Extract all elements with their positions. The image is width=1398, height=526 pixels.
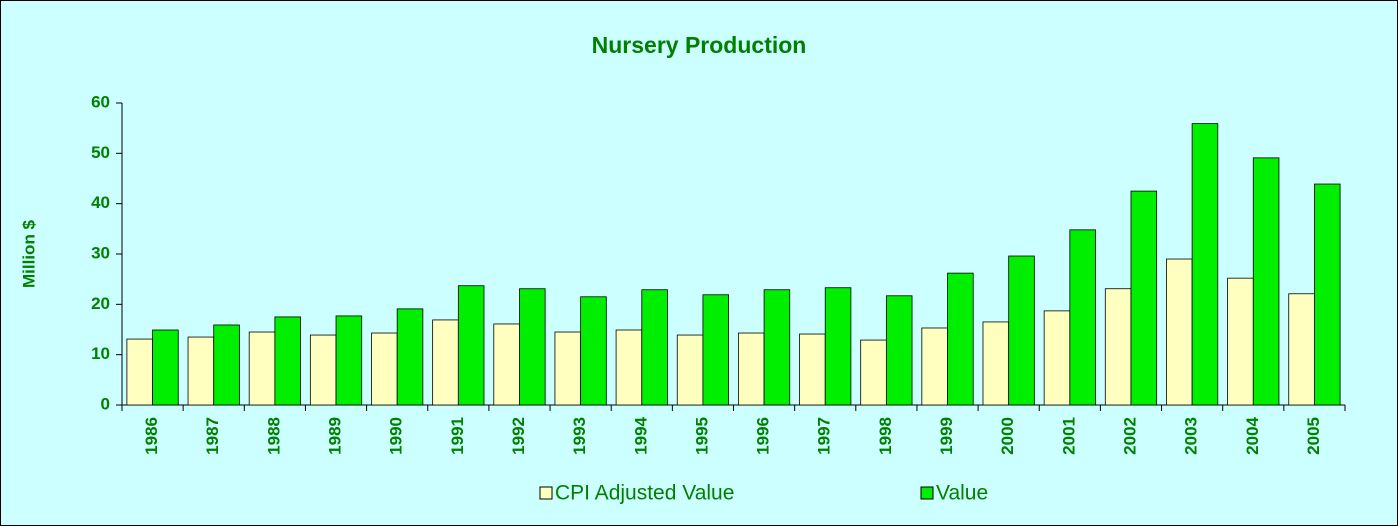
bar: [799, 333, 826, 406]
x-tick-label: 1996: [754, 417, 773, 455]
x-tick-label: 1997: [815, 417, 834, 455]
bar: [248, 331, 276, 406]
bar: [432, 319, 459, 406]
x-tick-label: 1994: [631, 416, 650, 454]
y-tick-label: 40: [91, 193, 110, 212]
bar: [152, 329, 179, 406]
bar: [1227, 277, 1254, 406]
y-tick-label: 30: [91, 243, 110, 262]
x-tick-label: 2001: [1059, 417, 1078, 455]
bar: [126, 338, 153, 406]
bar: [824, 287, 852, 406]
legend-swatch: [539, 486, 553, 500]
y-tick-label: 0: [101, 394, 110, 413]
x-tick-label: 1990: [387, 417, 406, 455]
legend-label: CPI Adjusted Value: [555, 482, 734, 505]
x-tick-label: 1991: [448, 417, 467, 455]
bar: [860, 339, 887, 406]
bar: [371, 332, 398, 406]
x-tick-label: 1992: [509, 417, 528, 455]
bar: [309, 334, 337, 406]
bar: [580, 296, 607, 406]
bar: [1008, 255, 1035, 406]
x-tick-label: 2003: [1182, 417, 1201, 455]
bar: [1043, 310, 1071, 406]
x-tick-label: 1988: [264, 417, 283, 455]
bar: [641, 289, 668, 406]
bar: [702, 294, 730, 406]
bar: [885, 295, 913, 406]
bar: [615, 329, 643, 406]
x-tick-label: 2004: [1243, 416, 1262, 454]
x-tick-label: 2000: [998, 417, 1017, 455]
bar: [1288, 293, 1315, 406]
y-axis-label: Million $: [19, 219, 38, 288]
y-tick-label: 50: [91, 143, 110, 162]
y-tick-label: 20: [91, 294, 110, 313]
legend-swatch: [920, 486, 934, 500]
legend-label: Value: [936, 482, 988, 505]
bar: [1104, 288, 1132, 406]
x-tick-label: 1987: [203, 417, 222, 455]
bar: [921, 327, 948, 406]
bar: [1191, 123, 1219, 406]
bar: [274, 316, 301, 406]
bar: [737, 332, 765, 406]
bar: [493, 323, 520, 406]
bar: [519, 288, 546, 406]
x-tick-label: 2005: [1304, 417, 1323, 455]
bar: [676, 334, 704, 406]
x-tick-label: 1998: [876, 417, 895, 455]
bar: [763, 289, 791, 406]
x-tick-label: 2002: [1120, 417, 1139, 455]
bar: [1314, 183, 1341, 406]
bar: [947, 272, 974, 406]
bar: [187, 336, 215, 406]
x-tick-label: 1989: [326, 417, 345, 455]
bar: [554, 331, 582, 406]
bar: [1166, 258, 1193, 406]
x-tick-label: 1986: [142, 417, 161, 455]
bar: [335, 315, 363, 406]
bar: [1069, 229, 1096, 406]
bar: [457, 285, 485, 406]
x-tick-label: 1999: [937, 417, 956, 455]
x-tick-label: 1993: [570, 417, 589, 455]
bar: [1252, 157, 1280, 406]
x-tick-label: 1995: [692, 417, 711, 455]
bar: [396, 308, 424, 406]
chart-title: Nursery Production: [592, 32, 807, 58]
bar: [213, 324, 240, 406]
bar: [1130, 190, 1158, 406]
bar: [982, 321, 1010, 406]
y-tick-label: 10: [91, 344, 110, 363]
y-tick-label: 60: [91, 92, 110, 111]
